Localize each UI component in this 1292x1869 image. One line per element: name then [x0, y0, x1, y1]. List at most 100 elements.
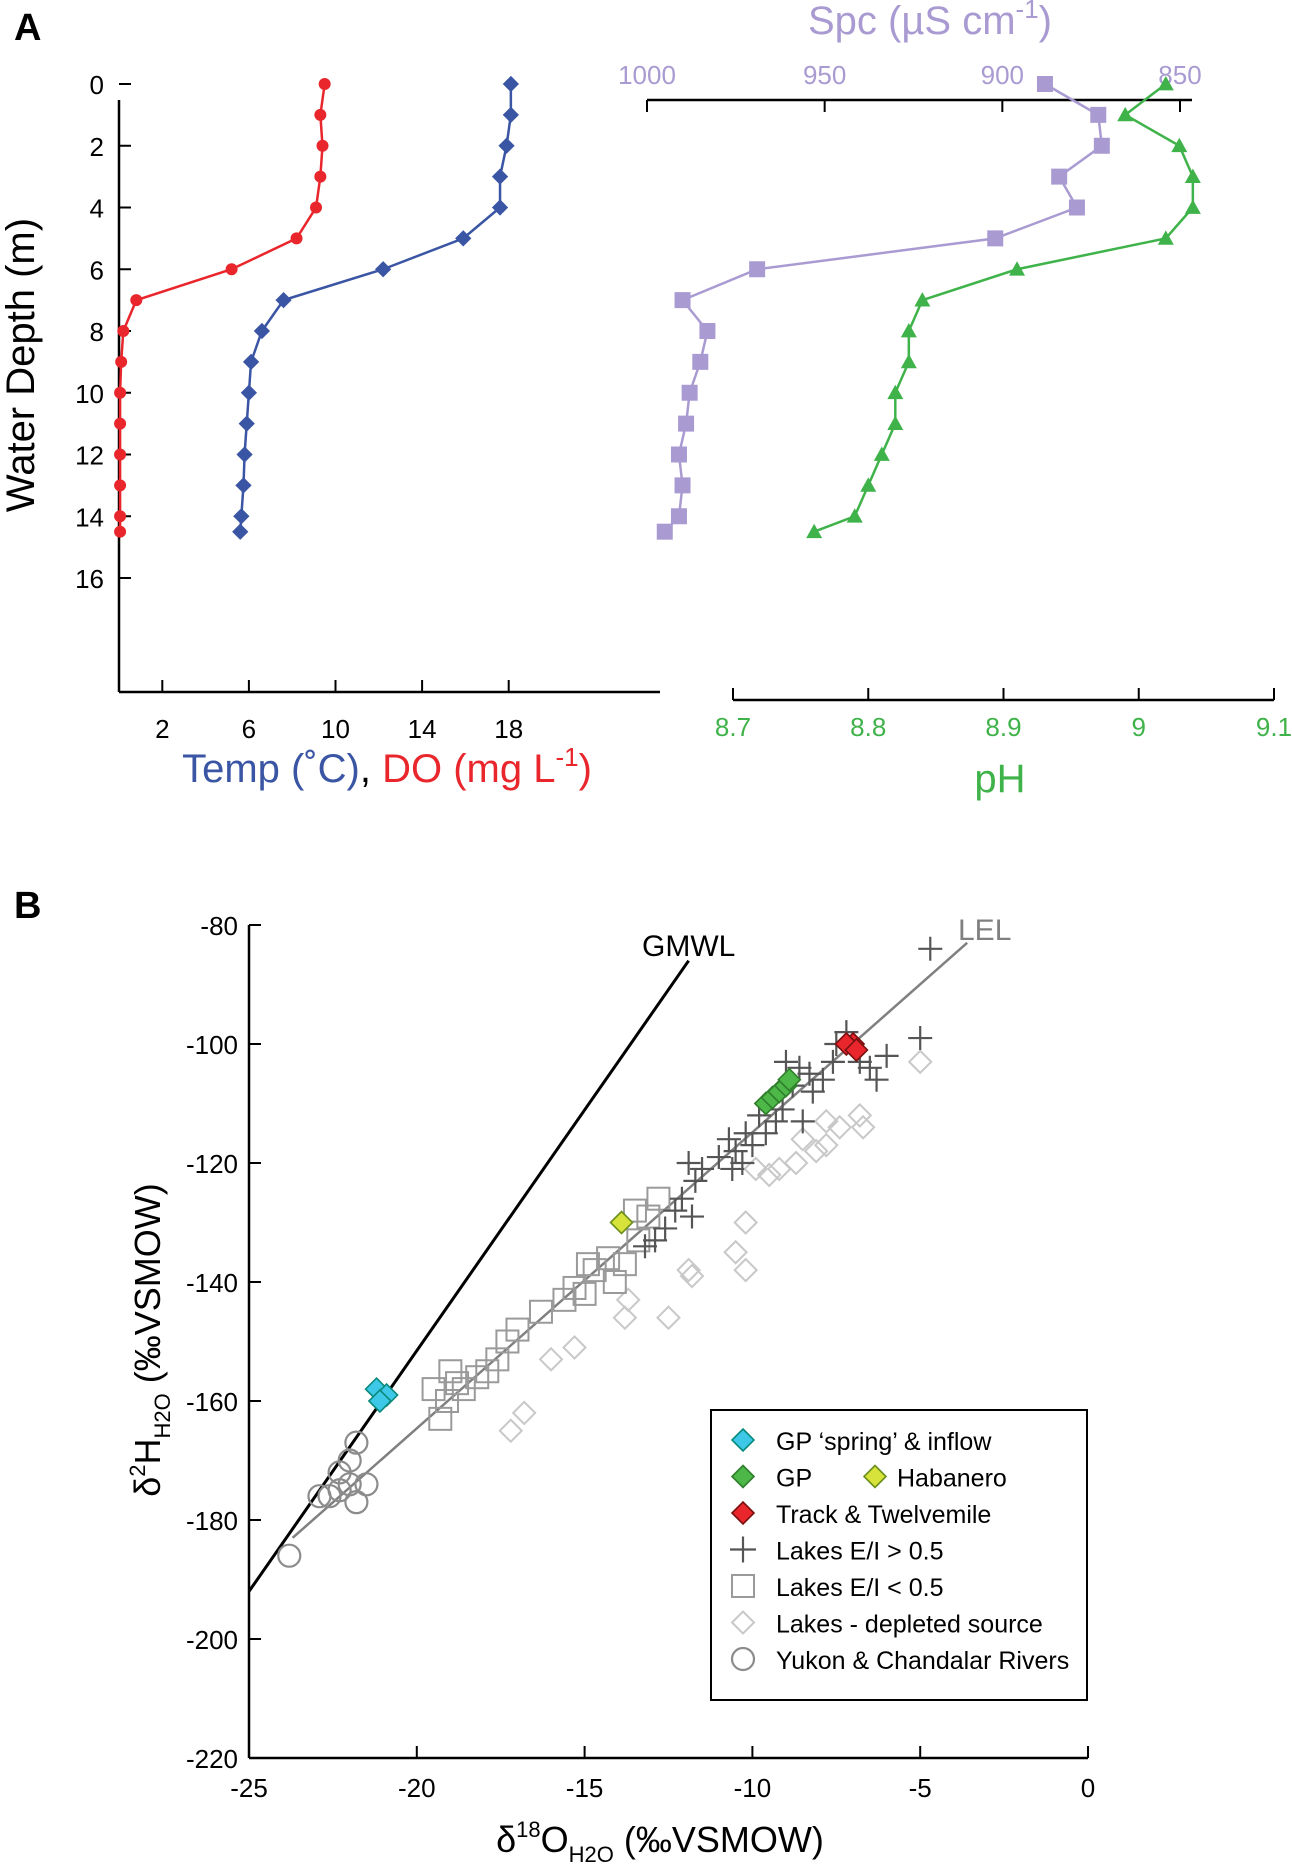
- spc-point: [678, 415, 695, 432]
- temp-point: [374, 261, 392, 278]
- do-point: [316, 139, 329, 152]
- spc-point: [1068, 199, 1085, 216]
- do-label-sup: -1: [555, 742, 578, 772]
- lakes-e-i-0-5-point: [820, 1049, 845, 1074]
- panel-a-x-axis-label: Temp (˚C), DO (mg L-1): [182, 742, 592, 791]
- do-point: [314, 170, 327, 183]
- x-tick-label: -20: [398, 1773, 436, 1803]
- lakes-e-i-0-5-point: [740, 1133, 765, 1158]
- y-tick-label: 14: [75, 502, 104, 532]
- legend-gp-spring-inflow-label: GP ‘spring’ & inflow: [776, 1428, 992, 1456]
- legend-lakes-e-i-0-5-marker: [731, 1574, 755, 1598]
- temp-point: [238, 415, 255, 432]
- temp-point: [502, 106, 519, 124]
- legend-gp-marker: [730, 1464, 756, 1489]
- spc-point: [692, 353, 709, 370]
- lakes-e-i-0-5-point: [575, 1252, 600, 1277]
- y-tick-label: 16: [75, 564, 104, 594]
- lakes-depleted-source-point: [656, 1305, 681, 1331]
- lakes-e-i-0-5-point: [438, 1359, 463, 1384]
- temp-point: [242, 353, 260, 371]
- spc-point: [670, 446, 687, 463]
- ph-tick-label: 8.9: [985, 712, 1021, 742]
- legend-track-twelvemile-label: Track & Twelvemile: [776, 1501, 991, 1529]
- lakes-e-i-0-5-point: [918, 936, 943, 961]
- x-label-delta: δ: [496, 1819, 516, 1860]
- lakes-e-i-0-5-point: [763, 1109, 788, 1134]
- y-tick-label: 4: [90, 194, 104, 224]
- spc-tick-label: 900: [981, 60, 1024, 90]
- panel-a-depth-profile: 0 2 4 6 8 10 12 14 16 2 6 10 14 18 Water Depth (m) T…: [0, 70, 660, 791]
- do-point: [314, 108, 327, 121]
- ph-tick-label: 8.7: [715, 712, 751, 742]
- x-tick-label: -10: [734, 1773, 772, 1803]
- temp-point: [240, 384, 258, 401]
- lakes-e-i-0-5-point: [582, 1258, 607, 1283]
- panel-b-isotope-plot: -80-100-120-140-160-180-200-220 -25 -20 -1…: [125, 911, 1095, 1867]
- ph-point: [1184, 168, 1201, 184]
- ph-point: [1157, 230, 1174, 245]
- y-label-main: H: [127, 1438, 168, 1464]
- lakes-depleted-source-point: [562, 1335, 587, 1360]
- do-line: [118, 83, 326, 532]
- lakes-e-i-0-5-point: [676, 1151, 701, 1175]
- lakes-depleted-source-point: [850, 1114, 876, 1140]
- lakes-e-i-0-5-point: [643, 1228, 668, 1253]
- temp-point: [232, 523, 249, 540]
- lakes-e-i-0-5-point: [552, 1287, 577, 1312]
- lakes-e-i-0-5-point: [633, 1234, 658, 1259]
- lakes-depleted-source-point: [790, 1126, 816, 1152]
- x-tick-label: 14: [408, 714, 437, 744]
- ph-line: [813, 83, 1195, 533]
- temp-line: [238, 84, 513, 532]
- x-tick-label: -15: [566, 1773, 604, 1803]
- ph-point: [887, 415, 904, 431]
- lakes-e-i-0-5-point: [857, 1055, 882, 1080]
- ph-tick-label: 9: [1132, 712, 1146, 742]
- lakes-depleted-source-point: [498, 1418, 524, 1444]
- spc-point: [1093, 137, 1110, 154]
- x-label-sup: 18: [516, 1817, 540, 1842]
- temp-point: [236, 446, 253, 463]
- y-tick-label: -120: [186, 1149, 238, 1179]
- lakes-e-i-0-5-point: [773, 1049, 798, 1074]
- spc-point: [749, 261, 766, 278]
- do-point: [114, 479, 127, 492]
- lakes-e-i-0-5-point: [730, 1151, 755, 1175]
- spc-point: [681, 384, 698, 401]
- ph-point: [1009, 261, 1026, 276]
- ph-tick-label: 8.8: [850, 712, 886, 742]
- do-label-close: ): [579, 747, 592, 791]
- lel-label: LEL: [958, 914, 1011, 947]
- temp-point: [491, 168, 509, 185]
- temp-point: [455, 230, 472, 247]
- ph-point: [806, 523, 823, 539]
- y-tick-label: 6: [90, 255, 104, 285]
- lakes-depleted-source-point: [679, 1263, 705, 1289]
- x-label-sub: H2O: [569, 1842, 614, 1867]
- lakes-e-i-0-5-point: [810, 1067, 835, 1092]
- x-tick-label: 10: [321, 714, 350, 744]
- lakes-e-i-0-5-point: [723, 1139, 748, 1164]
- y-tick-label: -100: [186, 1030, 238, 1060]
- spc-tick-label: 950: [803, 60, 846, 90]
- lakes-e-i-0-5-point: [787, 1055, 812, 1080]
- y-label-unit: (‰VSMOW): [127, 1183, 168, 1393]
- lakes-e-i-0-5-point: [800, 1079, 825, 1104]
- spc-point: [674, 477, 691, 494]
- spc-point: [656, 523, 673, 540]
- ph-axis-label: pH: [974, 757, 1025, 801]
- do-point: [225, 263, 238, 276]
- lakes-e-i-0-5-point: [790, 1109, 815, 1134]
- yukon-chandalar-rivers-point: [344, 1430, 369, 1455]
- legend-lakes-depleted-source-marker: [730, 1610, 756, 1635]
- do-point: [318, 78, 331, 90]
- lakes-e-i-0-5-point: [669, 1186, 694, 1211]
- legend-track-twelvemile-marker: [730, 1500, 756, 1526]
- legend-yukon-chandalar-rivers-marker: [730, 1646, 756, 1672]
- lakes-e-i-0-5-point: [733, 1121, 758, 1146]
- do-point: [130, 294, 143, 307]
- x-tick-label: -25: [230, 1773, 268, 1803]
- spc-point: [699, 323, 716, 339]
